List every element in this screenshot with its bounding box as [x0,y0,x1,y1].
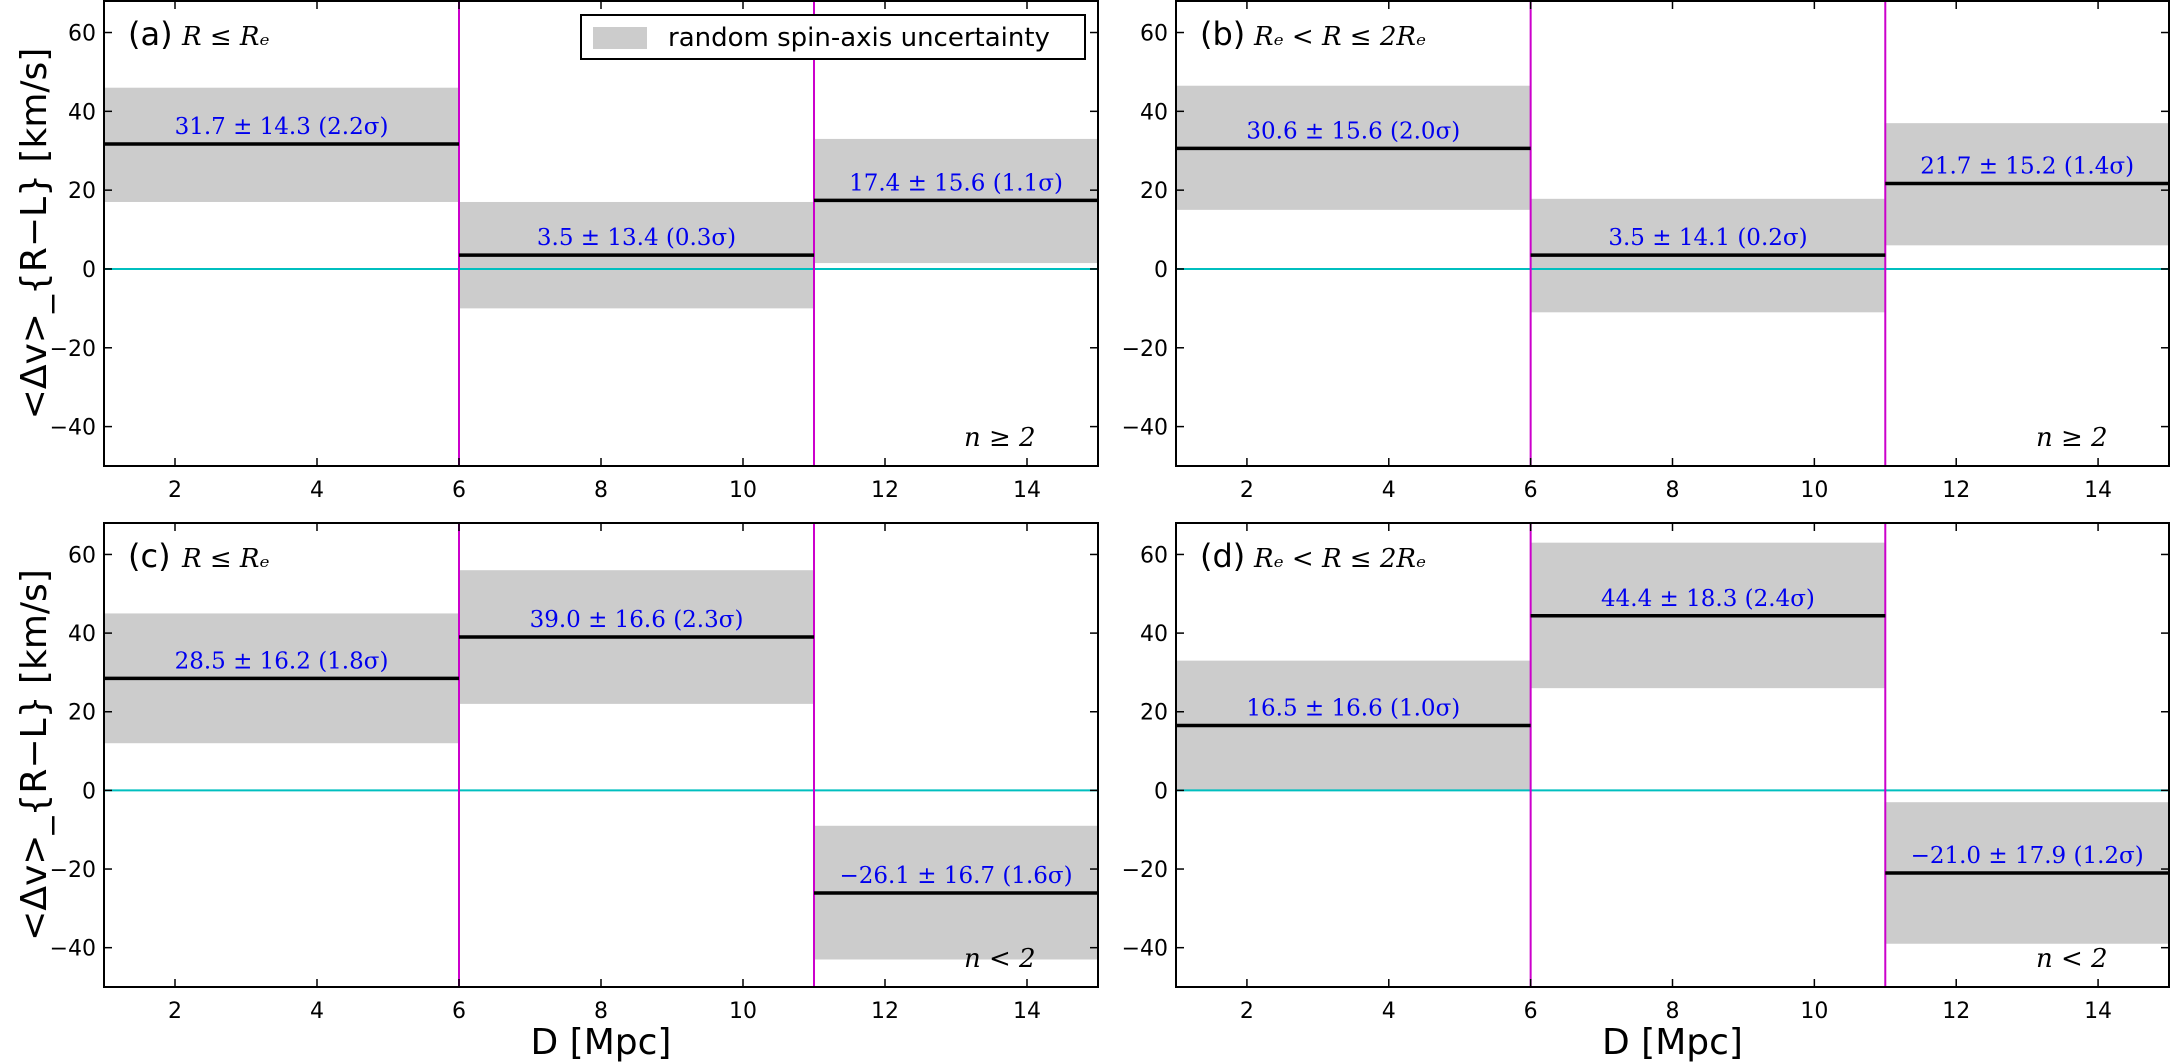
x-tick-label: 8 [1666,478,1680,503]
y-tick-label: 40 [68,100,96,125]
y-tick-label: −40 [50,937,96,962]
panel-c: 28.5 ± 16.2 (1.8σ) 39.0 ± 16.6 (2.3σ) −26.… [14,522,1099,1063]
x-tick-label: 14 [2084,478,2112,503]
x-tick-label: 6 [452,999,466,1024]
x-tick-label: 14 [1013,478,1041,503]
x-tick-label: 10 [729,999,757,1024]
x-tick-label: 6 [1524,999,1538,1024]
y-tick-label: −20 [50,337,96,362]
bin-value-label: −21.0 ± 17.9 (1.2σ) [1911,843,2144,869]
y-tick-label: 20 [68,701,96,726]
radius-condition: Rₑ < R ≤ 2Rₑ [1253,22,1426,52]
sersic-index-condition: n ≥ 2 [2036,423,2108,453]
x-tick-label: 6 [452,478,466,503]
y-tick-label: 60 [1140,22,1168,47]
y-axis-title: <Δv>_{R−L} [km/s] [14,48,55,420]
x-tick-label: 4 [310,478,324,503]
x-tick-label: 8 [594,478,608,503]
legend: random spin-axis uncertainty [580,14,1086,60]
y-tick-label: −40 [50,416,96,441]
bin-value-label: 28.5 ± 16.2 (1.8σ) [175,648,389,674]
y-tick-label: −20 [50,858,96,883]
y-tick-label: −40 [1122,937,1168,962]
y-tick-label: 40 [1140,622,1168,647]
x-tick-label: 12 [871,999,899,1024]
y-tick-label: −20 [1122,337,1168,362]
radius-condition: Rₑ < R ≤ 2Rₑ [1253,544,1426,574]
panel-a: 31.7 ± 14.3 (2.2σ) 3.5 ± 13.4 (0.3σ) 17.4 … [14,0,1099,503]
x-tick-label: 12 [871,478,899,503]
x-tick-label: 2 [168,478,182,503]
x-tick-label: 8 [1666,999,1680,1024]
y-tick-label: 0 [1154,258,1168,283]
y-tick-label: 20 [68,179,96,204]
y-tick-label: 60 [68,22,96,47]
y-tick-label: −40 [1122,416,1168,441]
panel-b: 30.6 ± 15.6 (2.0σ) 3.5 ± 14.1 (0.2σ) 21.7 … [1122,0,2170,503]
x-tick-label: 14 [2084,999,2112,1024]
legend-swatch [593,27,647,49]
bin-value-label: 16.5 ± 16.6 (1.0σ) [1246,696,1460,722]
bin-value-label: 39.0 ± 16.6 (2.3σ) [530,607,744,633]
y-tick-label: 0 [1154,779,1168,804]
bin-value-label: 44.4 ± 18.3 (2.4σ) [1601,586,1815,612]
bin-value-label: 31.7 ± 14.3 (2.2σ) [175,114,389,140]
sersic-index-condition: n < 2 [2036,944,2108,974]
sersic-index-condition: n ≥ 2 [964,423,1036,453]
x-tick-label: 14 [1013,999,1041,1024]
x-tick-label: 12 [1942,478,1970,503]
x-tick-label: 4 [1382,999,1396,1024]
y-tick-label: 40 [1140,100,1168,125]
x-tick-label: 2 [1240,478,1254,503]
legend-label: random spin-axis uncertainty [668,23,1050,53]
radius-condition: R ≤ Rₑ [181,544,270,574]
y-axis-title: <Δv>_{R−L} [km/s] [14,569,55,941]
bin-value-label: 3.5 ± 14.1 (0.2σ) [1608,225,1807,251]
x-tick-label: 2 [1240,999,1254,1024]
y-tick-label: 20 [1140,179,1168,204]
y-tick-label: −20 [1122,858,1168,883]
bin-value-label: 30.6 ± 15.6 (2.0σ) [1246,118,1460,144]
x-tick-label: 10 [729,478,757,503]
x-tick-label: 6 [1524,478,1538,503]
x-tick-label: 10 [1800,478,1828,503]
y-tick-label: 0 [82,779,96,804]
y-tick-label: 40 [68,622,96,647]
x-tick-label: 8 [594,999,608,1024]
panel-label: (c) [128,537,171,575]
panel-label: (d) [1200,537,1245,575]
radius-condition: R ≤ Rₑ [181,22,270,52]
sersic-index-condition: n < 2 [964,944,1036,974]
bin-value-label: 21.7 ± 15.2 (1.4σ) [1920,153,2134,179]
x-tick-label: 10 [1800,999,1828,1024]
y-tick-label: 60 [1140,543,1168,568]
bin-value-label: 17.4 ± 15.6 (1.1σ) [849,170,1063,196]
x-tick-label: 4 [1382,478,1396,503]
y-tick-label: 0 [82,258,96,283]
legend-box [580,14,1086,60]
y-tick-label: 20 [1140,701,1168,726]
x-tick-label: 2 [168,999,182,1024]
panel-label: (a) [128,15,173,53]
bin-value-label: 3.5 ± 13.4 (0.3σ) [537,225,736,251]
panel-d: 16.5 ± 16.6 (1.0σ) 44.4 ± 18.3 (2.4σ) −21.… [1122,522,2170,1063]
x-axis-title: D [Mpc] [531,1022,672,1063]
panel-label: (b) [1200,15,1245,53]
y-tick-label: 60 [68,543,96,568]
bin-value-label: −26.1 ± 16.7 (1.6σ) [839,863,1072,889]
x-tick-label: 4 [310,999,324,1024]
x-axis-title: D [Mpc] [1602,1022,1743,1063]
x-tick-label: 12 [1942,999,1970,1024]
